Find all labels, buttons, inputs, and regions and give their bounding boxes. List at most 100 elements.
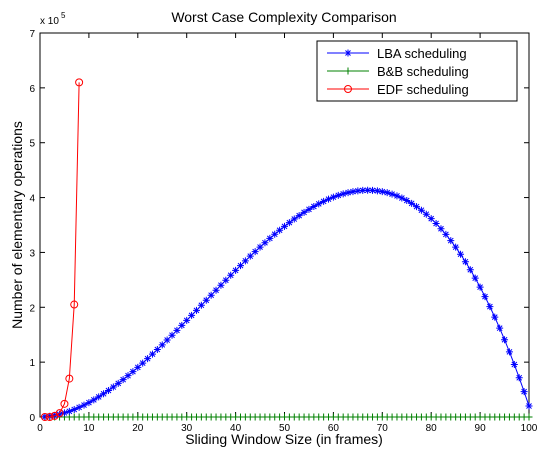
data-point bbox=[236, 262, 244, 270]
legend-label: B&B scheduling bbox=[377, 64, 469, 79]
series-plus bbox=[41, 413, 533, 421]
series-layer bbox=[40, 78, 533, 421]
data-point bbox=[261, 239, 269, 247]
x-tick-label: 0 bbox=[37, 423, 43, 434]
y-tick-label: 1 bbox=[29, 358, 35, 369]
y-axis-label: Number of elementary operations bbox=[9, 121, 25, 329]
data-point bbox=[227, 271, 235, 279]
y-multiplier-exponent: 5 bbox=[61, 11, 66, 20]
data-point bbox=[153, 346, 161, 354]
y-tick-label: 4 bbox=[29, 194, 35, 205]
data-point bbox=[471, 274, 479, 282]
data-point bbox=[50, 411, 59, 420]
data-point bbox=[148, 350, 156, 358]
data-point bbox=[285, 219, 293, 227]
data-point bbox=[525, 413, 533, 421]
data-point bbox=[281, 222, 288, 230]
series-asterisk bbox=[41, 186, 533, 421]
data-point bbox=[222, 276, 230, 284]
data-point bbox=[520, 388, 528, 396]
data-point bbox=[173, 326, 181, 334]
data-point bbox=[427, 215, 435, 223]
data-point bbox=[447, 237, 455, 245]
data-point bbox=[129, 368, 137, 376]
data-point bbox=[109, 383, 117, 391]
data-point bbox=[515, 374, 523, 382]
data-point bbox=[476, 283, 484, 291]
data-point bbox=[461, 258, 469, 266]
data-point bbox=[369, 186, 377, 194]
data-point bbox=[168, 331, 176, 339]
y-multiplier: x 10 5 bbox=[40, 11, 66, 27]
data-point bbox=[452, 243, 460, 251]
data-point bbox=[124, 372, 132, 380]
data-point bbox=[486, 303, 494, 311]
x-axis: 0 10 20 30 40 50 60 70 80 90 100 bbox=[37, 33, 538, 434]
data-point bbox=[417, 206, 425, 214]
data-point bbox=[408, 199, 416, 207]
series-line bbox=[44, 82, 80, 418]
data-point bbox=[325, 195, 333, 203]
data-point bbox=[315, 200, 323, 208]
data-point bbox=[398, 194, 406, 202]
data-point bbox=[276, 226, 284, 234]
x-tick-label: 50 bbox=[279, 423, 291, 434]
data-point bbox=[56, 410, 64, 418]
data-point bbox=[373, 187, 381, 195]
data-point bbox=[295, 212, 303, 220]
y-tick-label: 2 bbox=[29, 303, 35, 314]
data-point bbox=[40, 413, 49, 421]
series-circle bbox=[40, 78, 84, 421]
data-point bbox=[75, 78, 84, 87]
x-tick-label: 100 bbox=[521, 423, 538, 434]
data-point bbox=[271, 230, 279, 238]
data-point bbox=[46, 412, 54, 420]
data-point bbox=[246, 252, 254, 260]
data-point bbox=[70, 300, 79, 309]
data-point bbox=[80, 401, 88, 409]
data-point bbox=[310, 202, 318, 210]
data-point bbox=[256, 243, 264, 251]
data-point bbox=[442, 230, 450, 238]
legend-label: LBA scheduling bbox=[377, 46, 467, 61]
data-point bbox=[466, 266, 474, 274]
data-point bbox=[339, 190, 347, 198]
data-point bbox=[217, 281, 225, 289]
data-point bbox=[45, 413, 54, 421]
data-point bbox=[70, 405, 78, 413]
data-point bbox=[197, 301, 205, 309]
data-point bbox=[349, 188, 357, 196]
x-tick-label: 30 bbox=[181, 423, 193, 434]
data-point bbox=[212, 286, 220, 294]
legend: LBA scheduling B&B scheduling EDF scheduli… bbox=[316, 40, 518, 102]
data-point bbox=[413, 203, 421, 211]
x-tick-label: 70 bbox=[377, 423, 389, 434]
data-point bbox=[251, 248, 259, 256]
data-point bbox=[95, 393, 103, 401]
data-point bbox=[134, 363, 142, 371]
data-point bbox=[437, 225, 445, 233]
x-tick-label: 10 bbox=[83, 423, 95, 434]
legend-marker bbox=[344, 49, 352, 57]
x-tick-label: 20 bbox=[132, 423, 144, 434]
data-point bbox=[422, 210, 430, 218]
data-point bbox=[158, 341, 166, 349]
data-point bbox=[354, 187, 362, 195]
data-point bbox=[75, 403, 83, 411]
data-point bbox=[266, 234, 274, 242]
data-point bbox=[114, 379, 122, 387]
data-point bbox=[329, 193, 337, 201]
x-tick-label: 60 bbox=[328, 423, 340, 434]
legend-marker bbox=[344, 85, 352, 93]
data-point bbox=[359, 186, 367, 194]
data-point bbox=[320, 197, 328, 205]
data-point bbox=[510, 361, 518, 369]
data-point bbox=[505, 348, 513, 356]
data-point bbox=[364, 186, 372, 194]
data-point bbox=[388, 190, 396, 198]
data-point bbox=[501, 336, 509, 344]
data-point bbox=[85, 399, 93, 407]
data-point bbox=[232, 266, 240, 274]
data-point bbox=[241, 257, 249, 265]
data-point bbox=[100, 390, 108, 398]
